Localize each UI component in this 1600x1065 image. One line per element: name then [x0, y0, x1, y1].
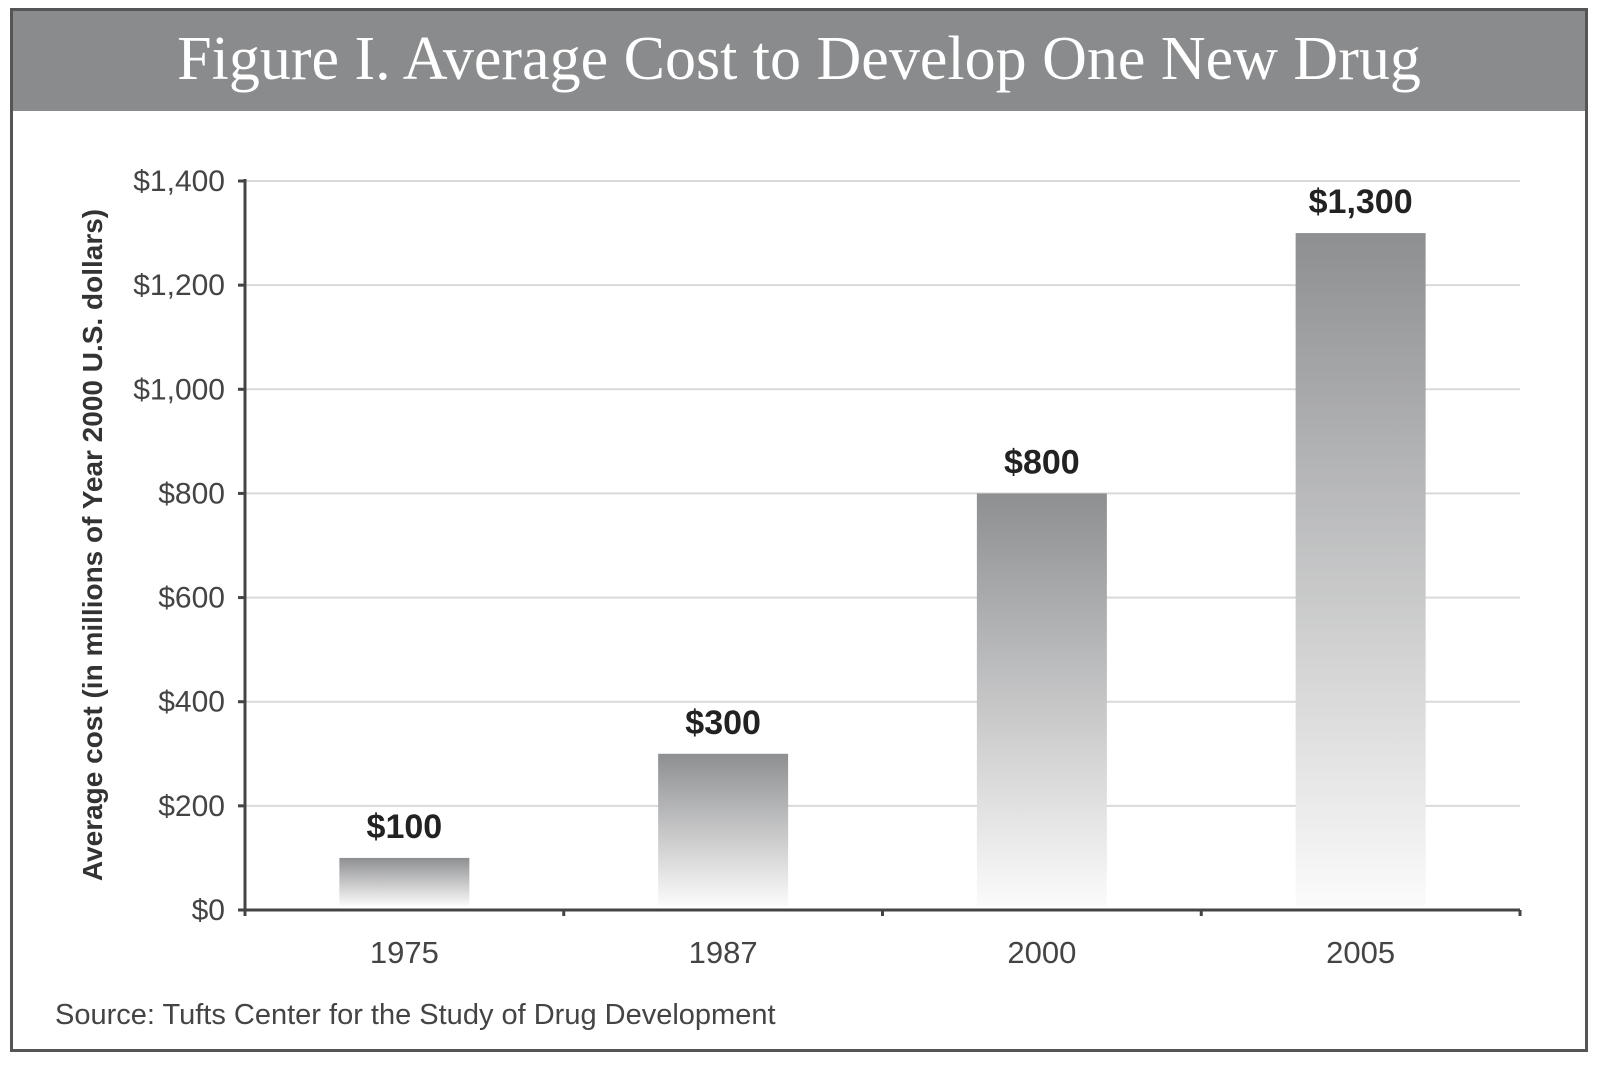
y-tick-label: $0 — [192, 894, 225, 927]
x-tick-label: 2005 — [1326, 935, 1395, 970]
y-tick-label: $1,000 — [133, 373, 225, 406]
bar-1987 — [658, 753, 789, 906]
x-tick-label: 2000 — [1007, 935, 1076, 970]
x-tick-label: 1987 — [689, 935, 758, 970]
y-tick-label: $1,200 — [133, 269, 225, 302]
data-label: $800 — [1004, 443, 1080, 481]
data-label: $100 — [367, 808, 443, 846]
bar-2005 — [1295, 233, 1426, 907]
bar-2000 — [976, 493, 1107, 906]
y-tick-label: $600 — [158, 582, 225, 615]
y-tick-label: $200 — [158, 790, 225, 823]
bar-1975 — [339, 857, 470, 906]
y-tick-label: $800 — [158, 477, 225, 510]
y-axis-label: Average cost (in millions of Year 2000 U… — [77, 209, 108, 881]
chart-title: Figure I. Average Cost to Develop One Ne… — [13, 11, 1585, 111]
y-tick-label: $1,400 — [133, 165, 225, 198]
data-label: $300 — [685, 704, 761, 742]
y-tick-label: $400 — [158, 686, 225, 719]
x-tick-label: 1975 — [370, 935, 439, 970]
data-label: $1,300 — [1309, 183, 1413, 221]
source-note: Source: Tufts Center for the Study of Dr… — [55, 999, 776, 1031]
